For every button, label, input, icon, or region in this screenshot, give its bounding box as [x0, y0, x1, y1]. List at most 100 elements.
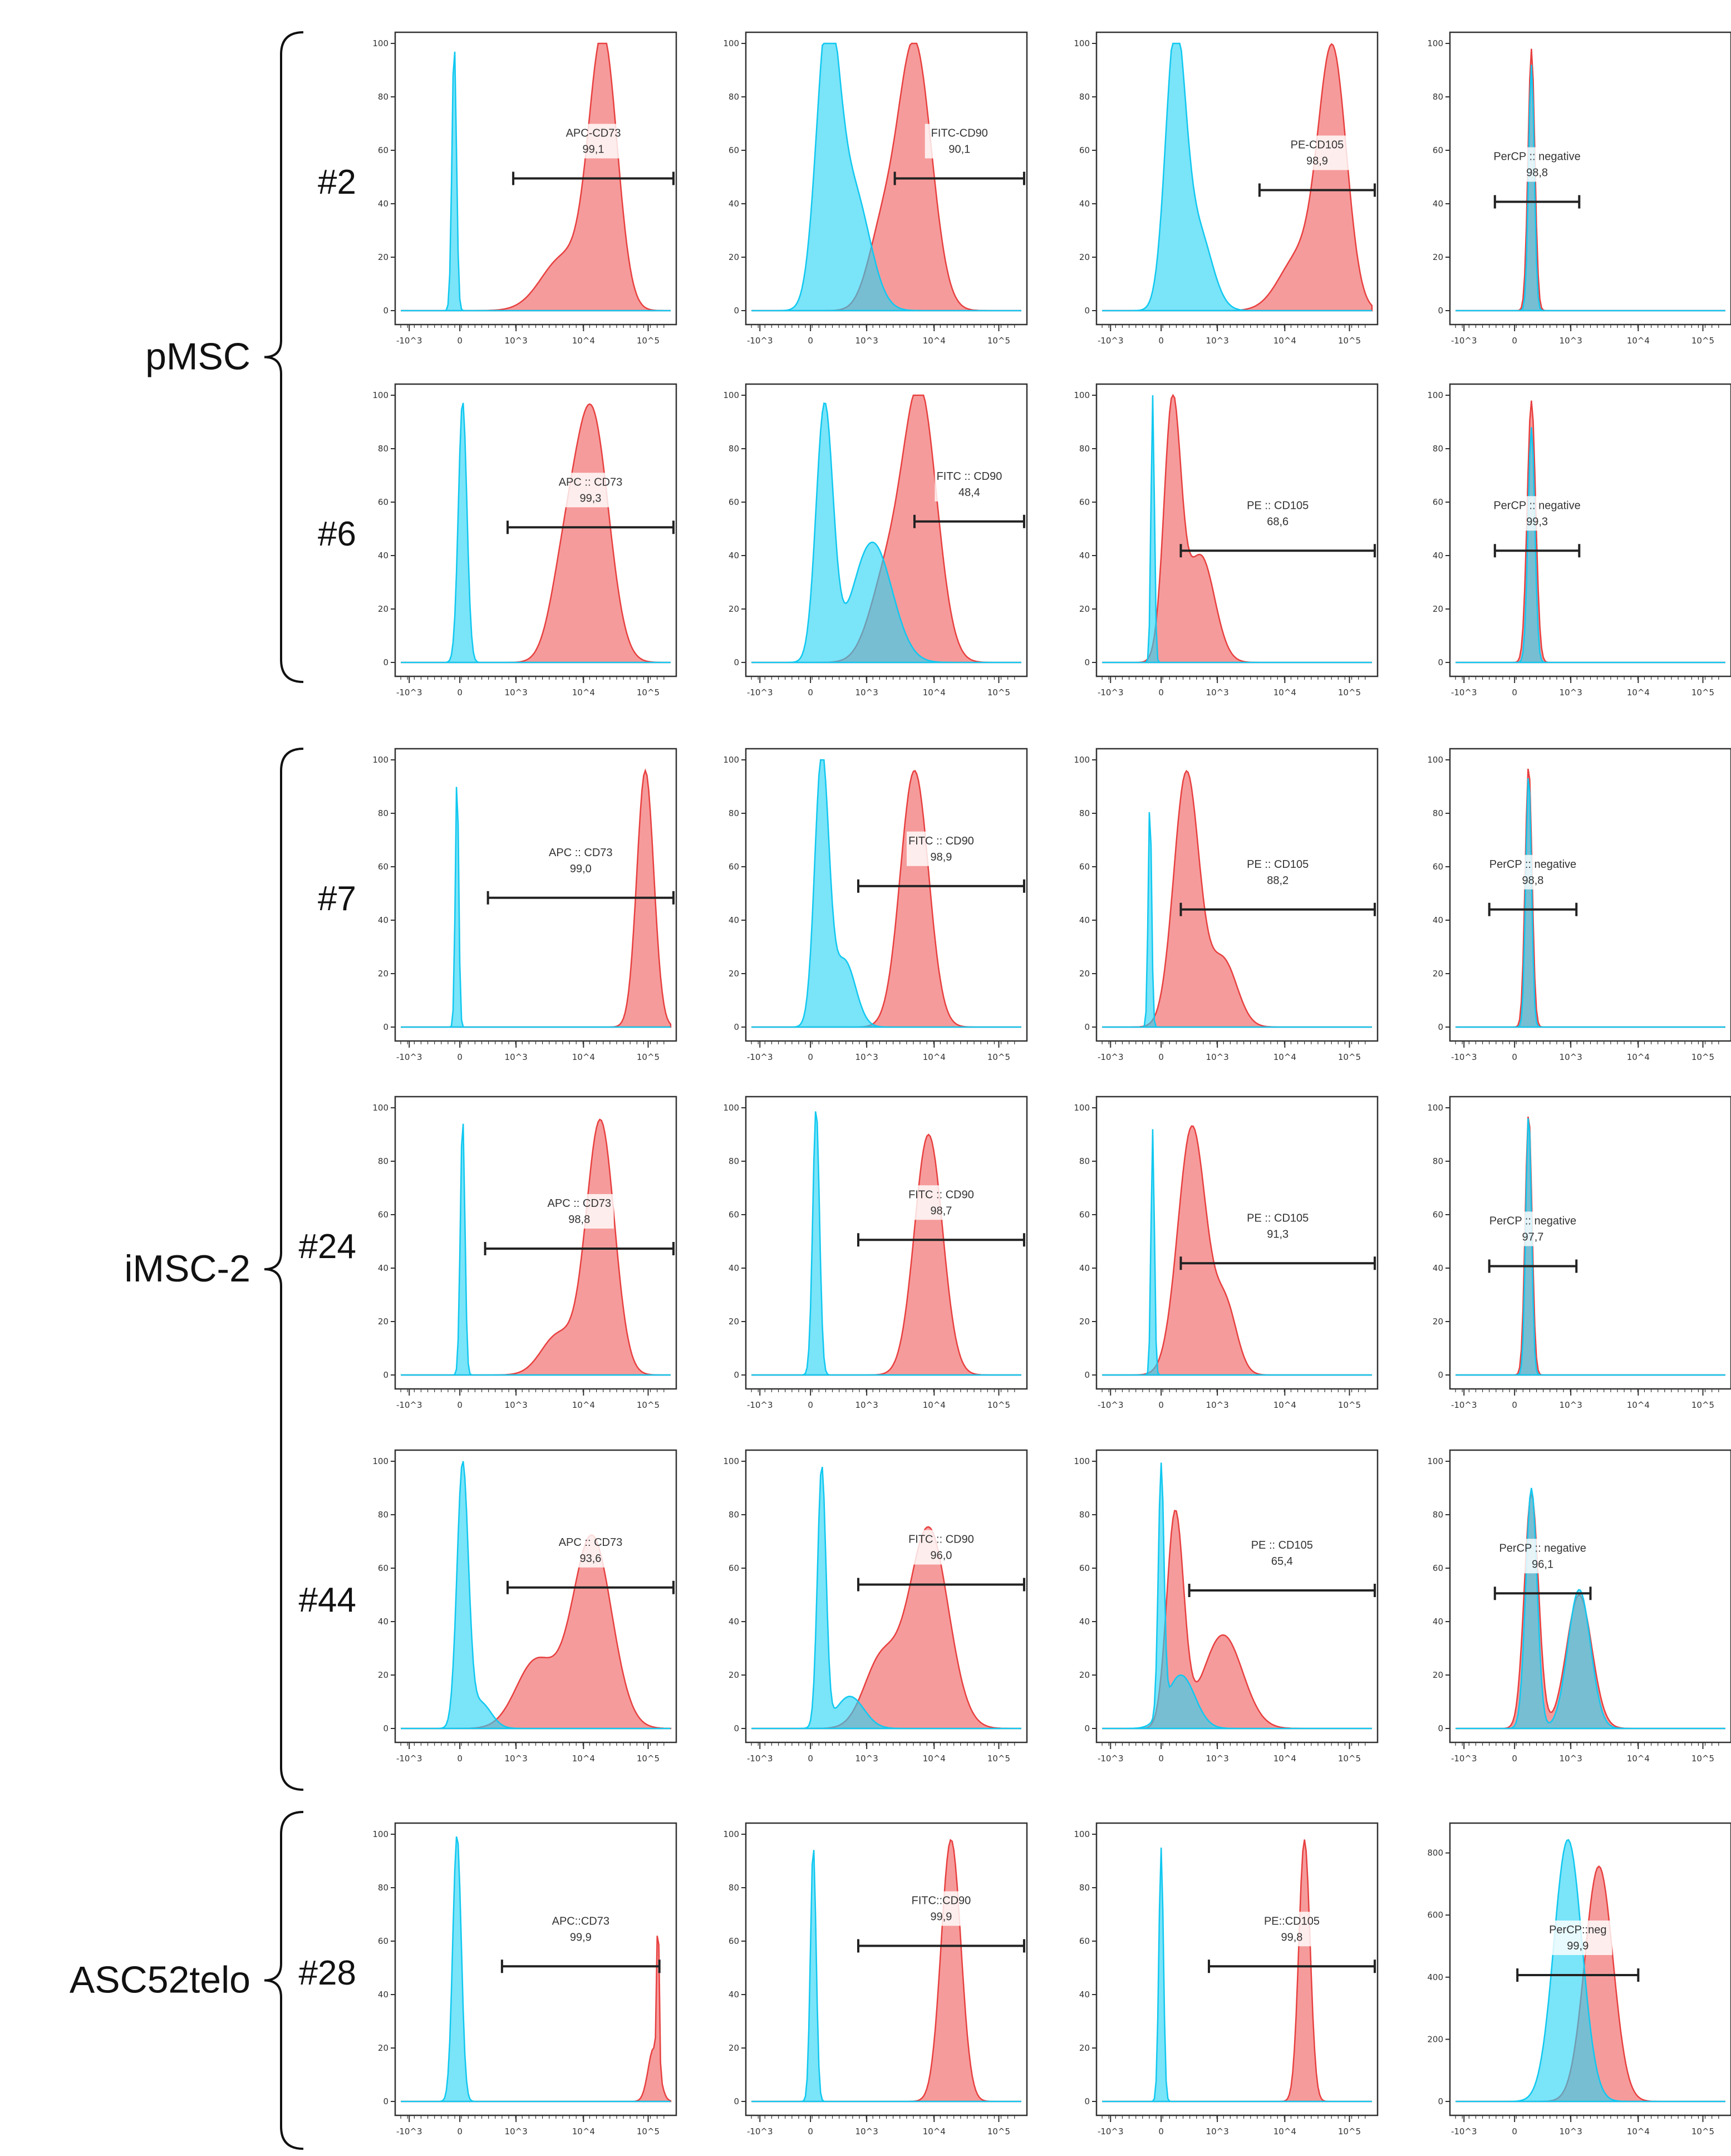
x-tick-label: 10^5 [987, 336, 1010, 346]
x-tick-label: 10^3 [1560, 2126, 1582, 2137]
x-tick-label: 0 [808, 1052, 813, 1062]
x-tick-label: 10^3 [1206, 1400, 1229, 1410]
x-tick-label: 10^3 [1560, 1754, 1582, 1764]
gate-name: PerCP :: negative [1493, 151, 1580, 163]
gate-label-box [906, 1185, 976, 1220]
x-tick-label: 0 [1512, 336, 1517, 346]
x-tick-label: -10^3 [747, 1052, 773, 1062]
y-tick-label: 60 [1079, 1563, 1090, 1573]
control-histogram [1455, 1118, 1725, 1376]
gate-label-box [1498, 1211, 1567, 1246]
control-histogram [1455, 778, 1725, 1028]
y-tick-label: 0 [1084, 1723, 1090, 1733]
x-tick-label: -10^3 [396, 336, 422, 346]
y-tick-label: 0 [383, 1723, 389, 1733]
gate-label-box [559, 124, 628, 159]
gate-value: 65,4 [1271, 1555, 1293, 1568]
y-tick-label: 100 [723, 755, 739, 765]
y-tick-label: 0 [734, 1370, 739, 1380]
y-tick-label: 20 [1079, 252, 1090, 262]
row-label: #2 [318, 163, 356, 202]
y-tick-label: 800 [1427, 1848, 1443, 1858]
y-tick-label: 0 [1084, 306, 1090, 316]
y-tick-label: 0 [383, 1370, 389, 1380]
x-tick-label: 10^5 [637, 2126, 660, 2137]
row-label: #28 [299, 1954, 356, 1992]
y-tick-label: 60 [1079, 497, 1090, 507]
gate-value: 97,7 [1522, 1231, 1544, 1244]
control-histogram [1102, 1129, 1372, 1376]
x-tick-label: -10^3 [1451, 336, 1477, 346]
x-tick-label: 10^5 [1338, 1754, 1361, 1764]
y-tick-label: 100 [1427, 390, 1443, 400]
gate-label-box [906, 1891, 976, 1926]
x-tick-label: -10^3 [747, 336, 773, 346]
control-histogram [1102, 395, 1372, 664]
control-histogram [1102, 812, 1372, 1028]
gate-name: PerCP::neg [1549, 1924, 1606, 1936]
y-tick-label: 60 [378, 497, 389, 507]
x-tick-label: 10^4 [572, 2126, 595, 2137]
x-tick-label: 10^3 [505, 687, 528, 698]
x-tick-label: 10^4 [572, 687, 595, 698]
x-tick-label: 10^4 [572, 336, 595, 346]
y-tick-label: 0 [1438, 1723, 1443, 1733]
gate-name: PE :: CD105 [1247, 499, 1309, 512]
gate-value: 99,9 [931, 1911, 952, 1923]
y-tick-label: 40 [1079, 199, 1090, 209]
control-histogram [401, 787, 671, 1028]
y-tick-label: 80 [378, 92, 389, 102]
y-tick-label: 60 [1079, 1936, 1090, 1946]
y-tick-label: 20 [378, 1317, 389, 1327]
x-tick-label: -10^3 [747, 1400, 773, 1410]
x-tick-label: 0 [1158, 2126, 1164, 2137]
gate-name: PE::CD105 [1264, 1915, 1320, 1927]
x-tick-label: 0 [457, 687, 463, 698]
y-tick-label: 60 [729, 1563, 739, 1573]
x-tick-label: 10^3 [855, 687, 878, 698]
gate-name: FITC :: CD90 [937, 470, 1002, 483]
x-tick-label: 10^5 [1338, 2126, 1361, 2137]
gate-label-box [1543, 1921, 1612, 1955]
x-tick-label: -10^3 [1451, 1052, 1477, 1062]
gate-value: 96,1 [1532, 1558, 1553, 1570]
gate-label-box [935, 466, 1004, 502]
y-tick-label: 20 [1433, 1670, 1443, 1680]
y-tick-label: 80 [1433, 1510, 1443, 1520]
y-tick-label: 0 [383, 306, 389, 316]
y-tick-label: 100 [723, 1103, 739, 1113]
y-tick-label: 100 [1074, 1456, 1090, 1466]
y-tick-label: 200 [1427, 2034, 1443, 2044]
y-tick-label: 40 [1433, 551, 1443, 561]
x-tick-label: -10^3 [1451, 1754, 1477, 1764]
x-tick-label: 10^3 [855, 1754, 878, 1764]
y-tick-label: 80 [378, 1883, 389, 1893]
y-tick-label: 100 [1427, 1103, 1443, 1113]
y-tick-label: 40 [1433, 1617, 1443, 1627]
x-tick-label: 10^4 [1627, 1400, 1650, 1410]
x-tick-label: -10^3 [1451, 687, 1477, 698]
x-tick-label: 10^4 [1627, 336, 1650, 346]
gate-value: 48,4 [958, 487, 980, 499]
control-histogram [1455, 65, 1725, 312]
x-tick-label: 10^5 [1338, 1052, 1361, 1062]
histogram-panel: 0 20 40 60 80 100 -10^3 0 10^3 10^4 10^5 FITC-CD90 9… [723, 31, 1028, 346]
gate-label-box [906, 831, 976, 866]
gate-value: 99,3 [1526, 515, 1548, 528]
y-tick-label: 0 [383, 2096, 389, 2106]
y-tick-label: 80 [1079, 808, 1090, 818]
gate-value: 96,0 [931, 1550, 952, 1562]
y-tick-label: 0 [734, 306, 739, 316]
y-tick-label: 80 [1079, 1510, 1090, 1520]
x-tick-label: -10^3 [747, 2126, 773, 2137]
y-tick-label: 20 [1433, 969, 1443, 979]
y-tick-label: 80 [378, 444, 389, 454]
